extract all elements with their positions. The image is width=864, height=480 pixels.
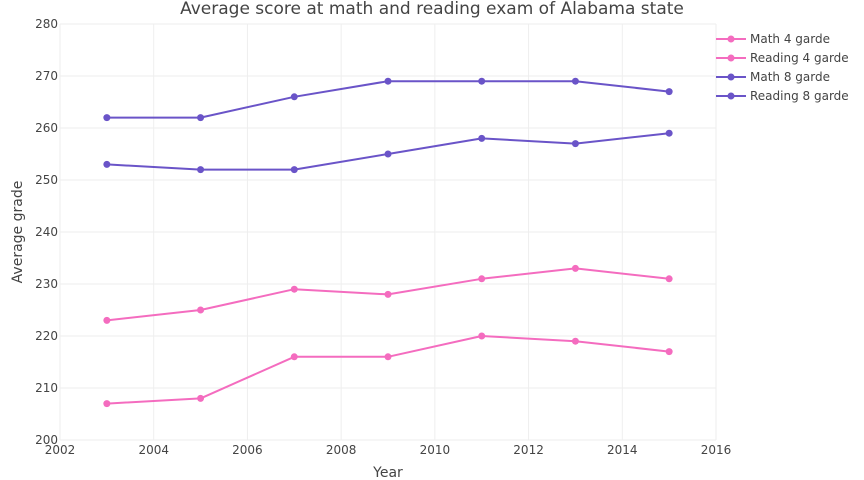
x-tick-label: 2004 (138, 443, 169, 457)
grid (59, 23, 717, 441)
data-point[interactable] (290, 285, 298, 293)
x-tick-label: 2006 (232, 443, 263, 457)
y-tick-label: 260 (35, 121, 58, 135)
data-point[interactable] (197, 166, 205, 174)
data-point[interactable] (384, 150, 392, 158)
series-layer (103, 77, 673, 408)
data-point[interactable] (665, 275, 673, 283)
legend-label: Math 4 garde (750, 32, 830, 46)
data-point[interactable] (384, 77, 392, 85)
legend-item[interactable]: Math 4 garde (716, 32, 830, 46)
x-tick-label: 2012 (513, 443, 544, 457)
legend-swatch-marker (727, 73, 735, 81)
legend-label: Math 8 garde (750, 70, 830, 84)
legend-label: Reading 8 garde (750, 89, 849, 103)
y-tick-label: 240 (35, 225, 58, 239)
data-point[interactable] (103, 160, 111, 168)
legend[interactable]: Math 4 garde Reading 4 garde Math 8 garde R… (716, 32, 849, 103)
data-point[interactable] (197, 394, 205, 402)
y-tick-label: 200 (35, 433, 58, 447)
data-point[interactable] (103, 114, 111, 122)
data-point[interactable] (478, 275, 486, 283)
data-point[interactable] (197, 114, 205, 122)
data-point[interactable] (103, 400, 111, 408)
data-point[interactable] (478, 77, 486, 85)
x-tick-label: 2010 (420, 443, 451, 457)
x-tick-label: 2016 (701, 443, 732, 457)
x-tick-label: 2008 (326, 443, 357, 457)
chart-title: Average score at math and reading exam o… (180, 0, 684, 19)
legend-swatch-marker (727, 35, 735, 43)
series-reading-8-garde[interactable] (103, 129, 673, 174)
data-point[interactable] (478, 332, 486, 340)
data-point[interactable] (665, 348, 673, 356)
y-tick-label: 280 (35, 17, 58, 31)
legend-item[interactable]: Reading 8 garde (716, 89, 849, 103)
data-point[interactable] (290, 166, 298, 174)
x-tick-label: 2002 (45, 443, 76, 457)
y-tick-label: 270 (35, 69, 58, 83)
series-math-8-garde[interactable] (103, 77, 673, 122)
data-point[interactable] (384, 353, 392, 361)
axes: 200 210 220 230 240 250 260 270 280 2002 2004 2006 2… (35, 17, 731, 457)
legend-swatch-marker (727, 54, 735, 62)
x-axis-title: Year (372, 465, 403, 480)
data-point[interactable] (665, 129, 673, 137)
data-point[interactable] (384, 290, 392, 298)
legend-swatch-marker (727, 92, 735, 100)
data-point[interactable] (103, 316, 111, 324)
series-reading-4-garde[interactable] (103, 332, 673, 408)
data-point[interactable] (571, 140, 579, 148)
y-tick-label: 210 (35, 381, 58, 395)
y-tick-label: 230 (35, 277, 58, 291)
data-point[interactable] (571, 337, 579, 345)
data-point[interactable] (197, 306, 205, 314)
y-axis-title: Average grade (10, 181, 26, 284)
series-line[interactable] (106, 80, 670, 119)
series-line[interactable] (106, 335, 670, 405)
data-point[interactable] (478, 134, 486, 142)
y-tick-label: 250 (35, 173, 58, 187)
data-point[interactable] (571, 77, 579, 85)
data-point[interactable] (290, 353, 298, 361)
legend-item[interactable]: Reading 4 garde (716, 51, 849, 65)
series-math-4-garde[interactable] (103, 264, 673, 324)
legend-label: Reading 4 garde (750, 51, 849, 65)
data-point[interactable] (665, 88, 673, 96)
x-tick-label: 2014 (607, 443, 638, 457)
legend-item[interactable]: Math 8 garde (716, 70, 830, 84)
data-point[interactable] (290, 93, 298, 101)
data-point[interactable] (571, 264, 579, 272)
y-tick-label: 220 (35, 329, 58, 343)
